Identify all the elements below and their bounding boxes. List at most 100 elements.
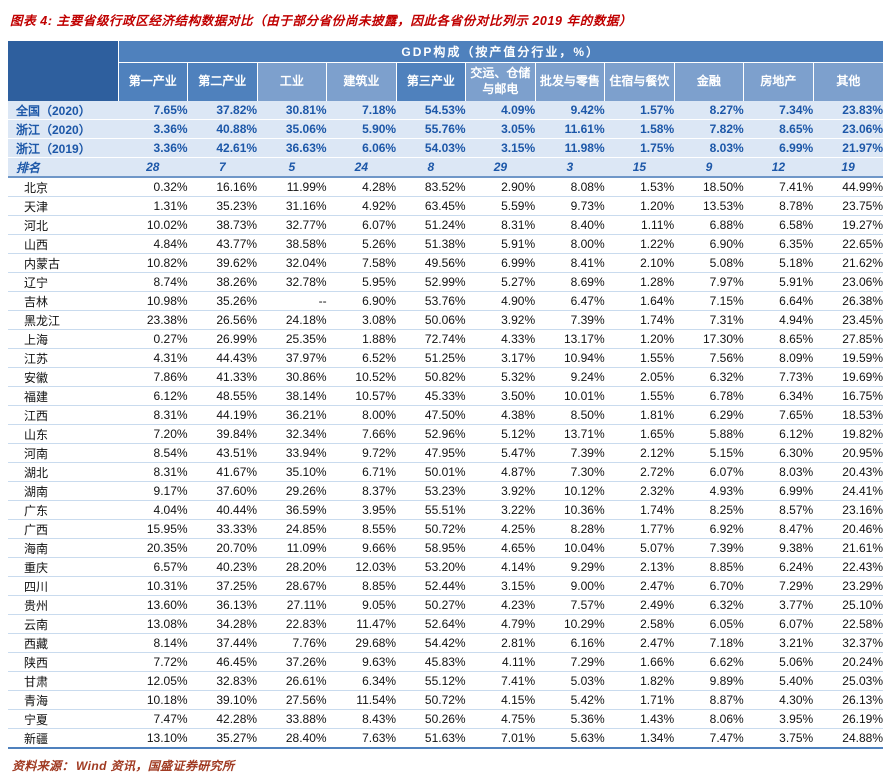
table-cell: 41.67% <box>187 462 258 482</box>
table-cell: 38.26% <box>187 272 258 292</box>
group-header-cell: GDP构成（按产值分行业，%） <box>118 41 883 63</box>
table-cell: 6.64% <box>743 291 814 311</box>
column-header: 第一产业 <box>117 62 188 101</box>
table-cell: 54.53% <box>396 101 466 120</box>
table-cell: 26.19% <box>813 709 883 729</box>
table-cell: 36.59% <box>257 500 327 520</box>
table-row: 广东 4.04% 40.44% 36.59% 3.95% 55.51% 3.22% 10.36… <box>8 500 883 520</box>
table-cell: 9.66% <box>326 538 397 558</box>
table-cell: 51.38% <box>396 234 466 254</box>
table-cell: 4.38% <box>465 405 536 425</box>
table-cell: 25.03% <box>813 671 883 691</box>
table-cell: 11.09% <box>257 538 327 558</box>
table-cell: 3.95% <box>743 709 814 729</box>
table-cell: 23.16% <box>813 500 883 520</box>
table-cell: 36.21% <box>257 405 327 425</box>
table-cell: 47.50% <box>396 405 466 425</box>
table-cell: 28.20% <box>257 557 327 577</box>
table-cell: 9.89% <box>674 671 744 691</box>
table-cell: 52.64% <box>396 614 466 634</box>
table-cell: 13.10% <box>118 728 188 749</box>
table-cell: 4.87% <box>465 462 536 482</box>
table-cell: 6.34% <box>743 386 814 406</box>
table-cell: 5.59% <box>465 196 536 216</box>
table-cell: 49.56% <box>396 253 466 273</box>
table-cell: 5.91% <box>465 234 536 254</box>
table-cell: 8.69% <box>535 272 605 292</box>
row-label: 湖南 <box>8 481 119 501</box>
table-cell: 10.94% <box>535 348 605 368</box>
table-cell: 10.31% <box>118 576 188 596</box>
table-cell: 4.09% <box>465 101 536 120</box>
row-label: 排名 <box>8 157 119 178</box>
row-label: 西藏 <box>8 633 119 653</box>
table-cell: 2.49% <box>604 595 675 615</box>
table-cell: 7.56% <box>674 348 744 368</box>
table-cell: 6.07% <box>743 614 814 634</box>
table-cell: 12.05% <box>118 671 188 691</box>
table-cell: 1.65% <box>604 424 675 444</box>
table-cell: 39.84% <box>187 424 258 444</box>
table-cell: 6.07% <box>674 462 744 482</box>
table-row: 安徽 7.86% 41.33% 30.86% 10.52% 50.82% 5.32% 9.24… <box>8 367 883 387</box>
table-cell: 5 <box>257 157 327 178</box>
table-cell: 23.83% <box>813 101 883 120</box>
table-cell: 7.29% <box>535 652 605 672</box>
table-row: 西藏 8.14% 37.44% 7.76% 29.68% 54.42% 2.81% 6.16%… <box>8 633 883 653</box>
table-cell: 8.03% <box>743 462 814 482</box>
table-cell: 10.12% <box>535 481 605 501</box>
table-cell: 19 <box>813 157 883 178</box>
table-cell: 6.88% <box>674 215 744 235</box>
column-header: 第二产业 <box>187 62 258 101</box>
table-cell: 8.57% <box>743 500 814 520</box>
table-cell: 36.13% <box>187 595 258 615</box>
table-cell: 8.03% <box>674 138 744 158</box>
table-cell: 8.25% <box>674 500 744 520</box>
row-label: 安徽 <box>8 367 119 387</box>
table-cell: 5.32% <box>465 367 536 387</box>
table-cell: 3.17% <box>465 348 536 368</box>
table-cell: 2.72% <box>604 462 675 482</box>
table-cell: 28.67% <box>257 576 327 596</box>
table-cell: 8.28% <box>535 519 605 539</box>
table-cell: 6.16% <box>535 633 605 653</box>
row-label: 浙江（2020） <box>8 119 119 139</box>
table-cell: 6.34% <box>326 671 397 691</box>
table-row: 广西 15.95% 33.33% 24.85% 8.55% 50.72% 4.25% 8.28… <box>8 519 883 539</box>
table-cell: 1.71% <box>604 690 675 710</box>
table-cell: 7.82% <box>674 119 744 139</box>
table-cell: 6.24% <box>743 557 814 577</box>
table-cell: 27.85% <box>813 329 883 349</box>
table-cell: 44.43% <box>187 348 258 368</box>
table-cell: 8.65% <box>743 119 814 139</box>
table-cell: 28 <box>118 157 188 178</box>
table-cell: 37.25% <box>187 576 258 596</box>
table-cell: 21.62% <box>813 253 883 273</box>
table-row: 青海 10.18% 39.10% 27.56% 11.54% 50.72% 4.15% 5.4… <box>8 690 883 710</box>
table-cell: 18.50% <box>674 177 744 197</box>
table-cell: 17.30% <box>674 329 744 349</box>
row-label: 江苏 <box>8 348 119 368</box>
table-cell: 6.12% <box>743 424 814 444</box>
table-cell: 1.31% <box>118 196 188 216</box>
table-cell: 22.43% <box>813 557 883 577</box>
table-cell: 8 <box>396 157 466 178</box>
table-cell: 8.47% <box>743 519 814 539</box>
table-cell: 32.34% <box>257 424 327 444</box>
table-cell: 1.75% <box>604 138 675 158</box>
table-cell: 23.45% <box>813 310 883 330</box>
table-cell: 28.40% <box>257 728 327 749</box>
table-cell: 16.16% <box>187 177 258 197</box>
group-header-row: GDP构成（按产值分行业，%） <box>8 41 883 101</box>
table-cell: 9.63% <box>326 652 397 672</box>
table-row: 北京 0.32% 16.16% 11.99% 4.28% 83.52% 2.90% 8.08%… <box>8 177 883 197</box>
table-cell: 5.63% <box>535 728 605 749</box>
table-cell: 27.56% <box>257 690 327 710</box>
table-cell: 6.78% <box>674 386 744 406</box>
table-cell: 1.55% <box>604 386 675 406</box>
table-cell: 5.95% <box>326 272 397 292</box>
table-cell: 7.66% <box>326 424 397 444</box>
table-cell: 8.85% <box>326 576 397 596</box>
table-cell: 1.64% <box>604 291 675 311</box>
table-cell: 25.35% <box>257 329 327 349</box>
